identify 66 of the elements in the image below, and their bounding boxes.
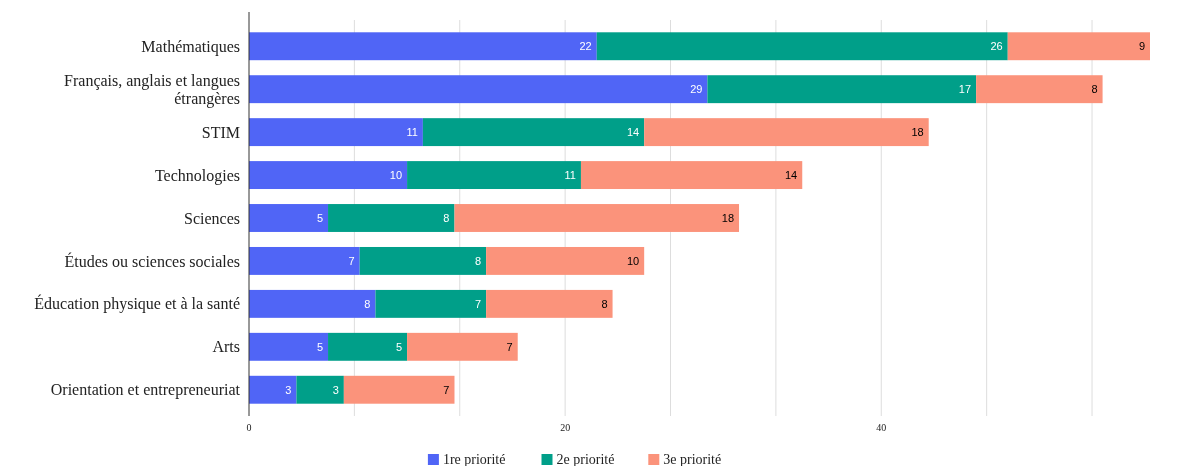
bar <box>486 246 645 275</box>
data-label: 14 <box>785 168 798 181</box>
data-label: 8 <box>601 297 608 310</box>
data-label: 11 <box>406 125 418 138</box>
data-label: 7 <box>443 383 450 396</box>
data-label: 10 <box>389 168 403 181</box>
data-label: 26 <box>990 40 1003 53</box>
y-tick-label: Technologies <box>154 166 240 185</box>
data-label: 3 <box>332 383 339 396</box>
data-label: 7 <box>506 340 513 353</box>
data-label: 18 <box>721 211 735 224</box>
data-label: 8 <box>364 297 371 310</box>
y-tick-label: Français, anglais et langues étrangères <box>64 71 240 108</box>
bar <box>343 375 455 404</box>
data-label: 5 <box>395 340 403 353</box>
bar <box>249 246 360 275</box>
bar <box>580 161 803 190</box>
y-tick-label: Orientation et entrepreneuriat <box>50 381 241 400</box>
bar <box>328 204 455 232</box>
data-label: 18 <box>911 125 924 138</box>
bar <box>249 289 376 318</box>
bar <box>249 32 597 61</box>
bar <box>249 332 329 361</box>
y-tick-label: Mathématiques <box>141 37 240 56</box>
data-label: 8 <box>474 254 482 267</box>
data-label: 22 <box>579 40 592 53</box>
bar <box>296 375 344 404</box>
bar <box>328 332 408 361</box>
data-label: 7 <box>348 254 355 267</box>
bar <box>249 375 297 404</box>
x-tick-label: 20 <box>560 422 571 433</box>
data-label: 3 <box>285 383 292 396</box>
bar <box>407 161 581 190</box>
data-label: 5 <box>316 211 324 224</box>
bar <box>249 75 708 104</box>
data-label: 17 <box>958 83 972 96</box>
bar <box>407 332 518 361</box>
data-label: 8 <box>443 211 450 224</box>
y-tick-label: Arts <box>212 338 240 356</box>
bar <box>1007 32 1150 61</box>
data-label: 11 <box>564 168 576 181</box>
bar <box>249 161 408 190</box>
bar <box>375 289 487 318</box>
bar <box>249 118 423 147</box>
data-label: 5 <box>316 340 324 353</box>
data-label: 9 <box>1138 40 1145 53</box>
data-label: 10 <box>626 254 640 267</box>
data-label: 14 <box>626 125 640 138</box>
x-tick-label: 40 <box>876 422 887 433</box>
data-label: 7 <box>474 297 482 310</box>
bar <box>359 246 487 275</box>
y-tick-label: Sciences <box>184 209 240 227</box>
bar <box>422 118 645 147</box>
bar <box>486 289 613 318</box>
data-label: 29 <box>690 83 703 96</box>
bar <box>454 204 740 232</box>
bar <box>976 75 1103 104</box>
y-tick-label: Éducation physique et à la santé <box>34 294 240 314</box>
y-tick-label: Études ou sciences sociales <box>64 251 240 270</box>
data-label: 8 <box>1091 83 1098 96</box>
bar <box>249 204 329 232</box>
x-tick-label: 0 <box>246 422 252 433</box>
bar <box>644 118 929 147</box>
y-tick-label: STIM <box>201 123 240 141</box>
bar <box>707 75 977 104</box>
bar <box>596 32 1008 61</box>
